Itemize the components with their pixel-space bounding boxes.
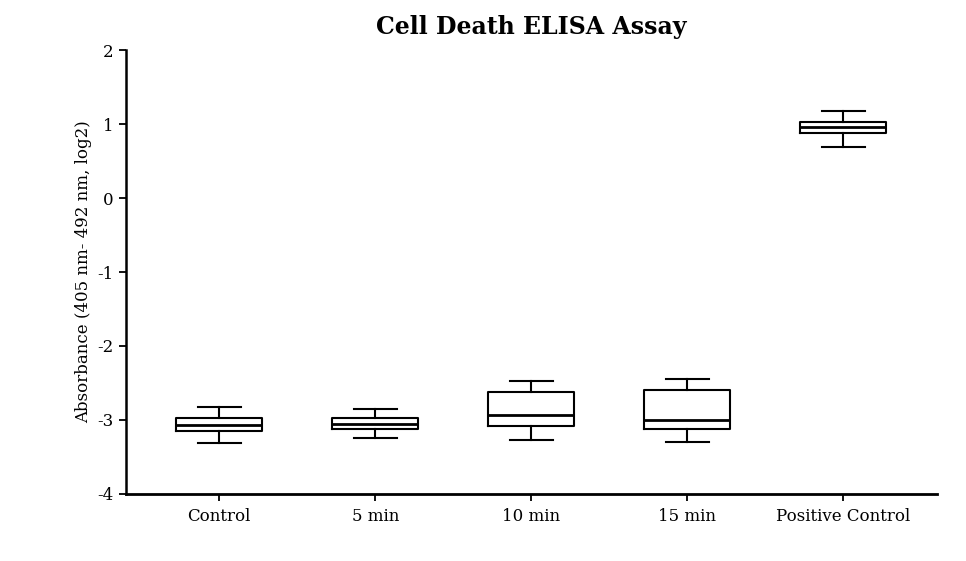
Title: Cell Death ELISA Assay: Cell Death ELISA Assay	[376, 15, 687, 39]
Y-axis label: Absorbance (405 nm- 492 nm, log2): Absorbance (405 nm- 492 nm, log2)	[75, 121, 92, 424]
